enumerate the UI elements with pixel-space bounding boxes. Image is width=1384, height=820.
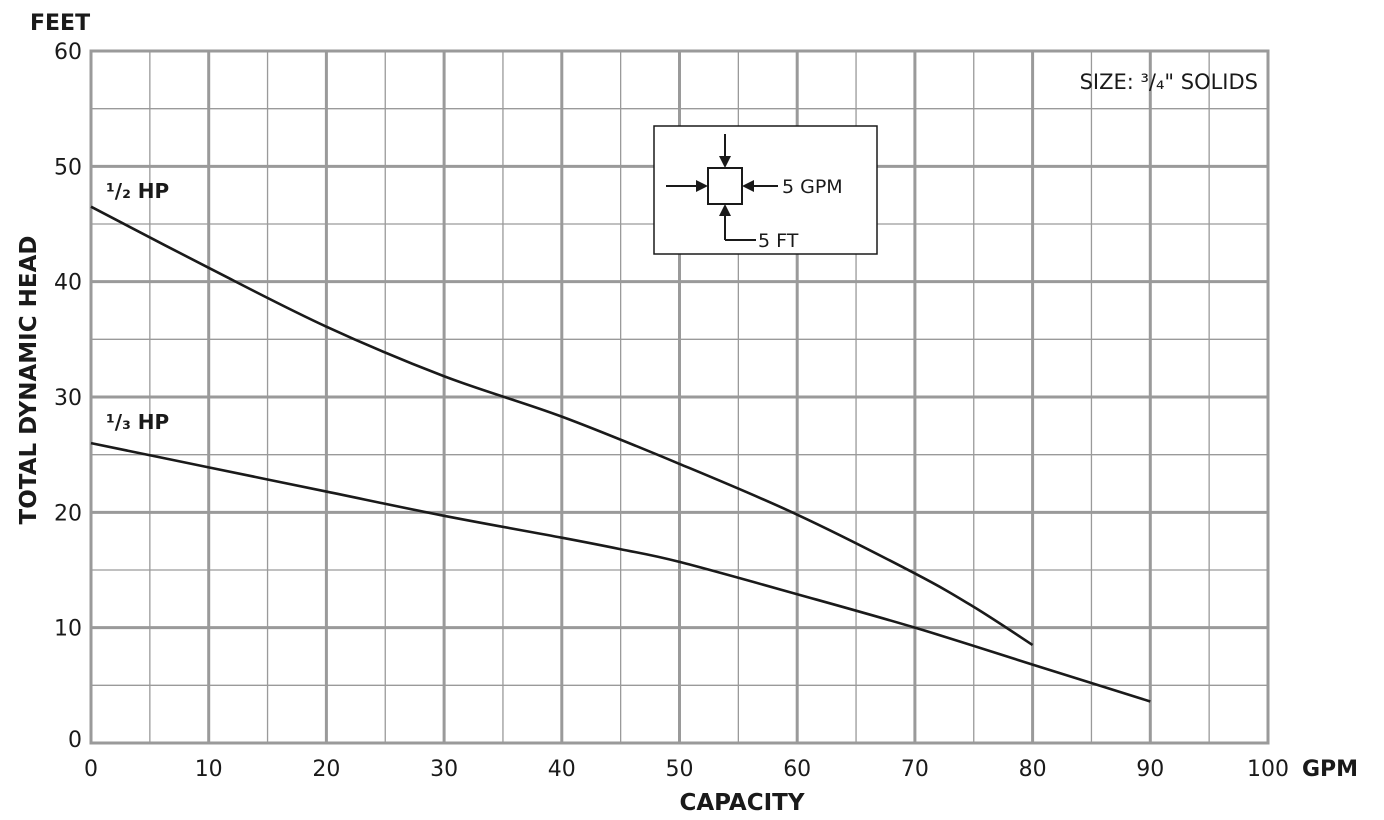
- x-unit-label: GPM: [1302, 757, 1358, 782]
- y-tick-label: 20: [54, 501, 82, 526]
- y-tick-label: 30: [54, 386, 82, 411]
- x-axis-title: CAPACITY: [679, 790, 804, 816]
- y-tick-labels: 0 10 20 30 40 50 60: [54, 40, 82, 753]
- x-tick-label: 30: [430, 757, 458, 782]
- scale-legend-box: 5 GPM 5 FT: [653, 125, 878, 255]
- x-tick-label: 80: [1019, 757, 1047, 782]
- scale-unit-square: [707, 167, 743, 205]
- y-tick-label: 40: [54, 271, 82, 296]
- plot-frame: [89, 49, 1270, 745]
- arrow-left-icon: [742, 180, 754, 192]
- series-label-third-hp: ¹/₃ HP: [106, 410, 169, 434]
- series-lines: [90, 205, 1151, 703]
- x-tick-labels: 0 10 20 30 40 50 60 70 80 90 100: [84, 757, 1289, 782]
- x-tick-label: 10: [195, 757, 223, 782]
- y-unit-label: FEET: [30, 11, 90, 36]
- x-tick-label: 70: [901, 757, 929, 782]
- series-label-half-hp: ¹/₂ HP: [106, 179, 169, 203]
- x-tick-label: 40: [548, 757, 576, 782]
- y-tick-label: 50: [54, 155, 82, 180]
- size-note: SIZE: ³/₄" SOLIDS: [1080, 70, 1258, 94]
- y-tick-label: 60: [54, 40, 82, 65]
- scale-ft-label: 5 FT: [758, 230, 799, 252]
- series-line-half-hp: [90, 205, 1034, 647]
- arrow-up-icon: [719, 204, 731, 216]
- x-tick-label: 100: [1247, 757, 1289, 782]
- x-tick-label: 20: [312, 757, 340, 782]
- scale-legend-frame: [653, 125, 878, 255]
- x-tick-label: 90: [1136, 757, 1164, 782]
- y-axis-title: TOTAL DYNAMIC HEAD: [16, 236, 42, 525]
- series-line-third-hp: [90, 441, 1151, 703]
- x-tick-label: 60: [783, 757, 811, 782]
- y-tick-label: 10: [54, 617, 82, 642]
- arrow-down-icon: [719, 156, 731, 168]
- arrow-right-icon: [696, 180, 708, 192]
- x-tick-label: 50: [666, 757, 694, 782]
- y-tick-label: 0: [68, 728, 82, 753]
- scale-gpm-label: 5 GPM: [782, 176, 843, 198]
- x-tick-label: 0: [84, 757, 98, 782]
